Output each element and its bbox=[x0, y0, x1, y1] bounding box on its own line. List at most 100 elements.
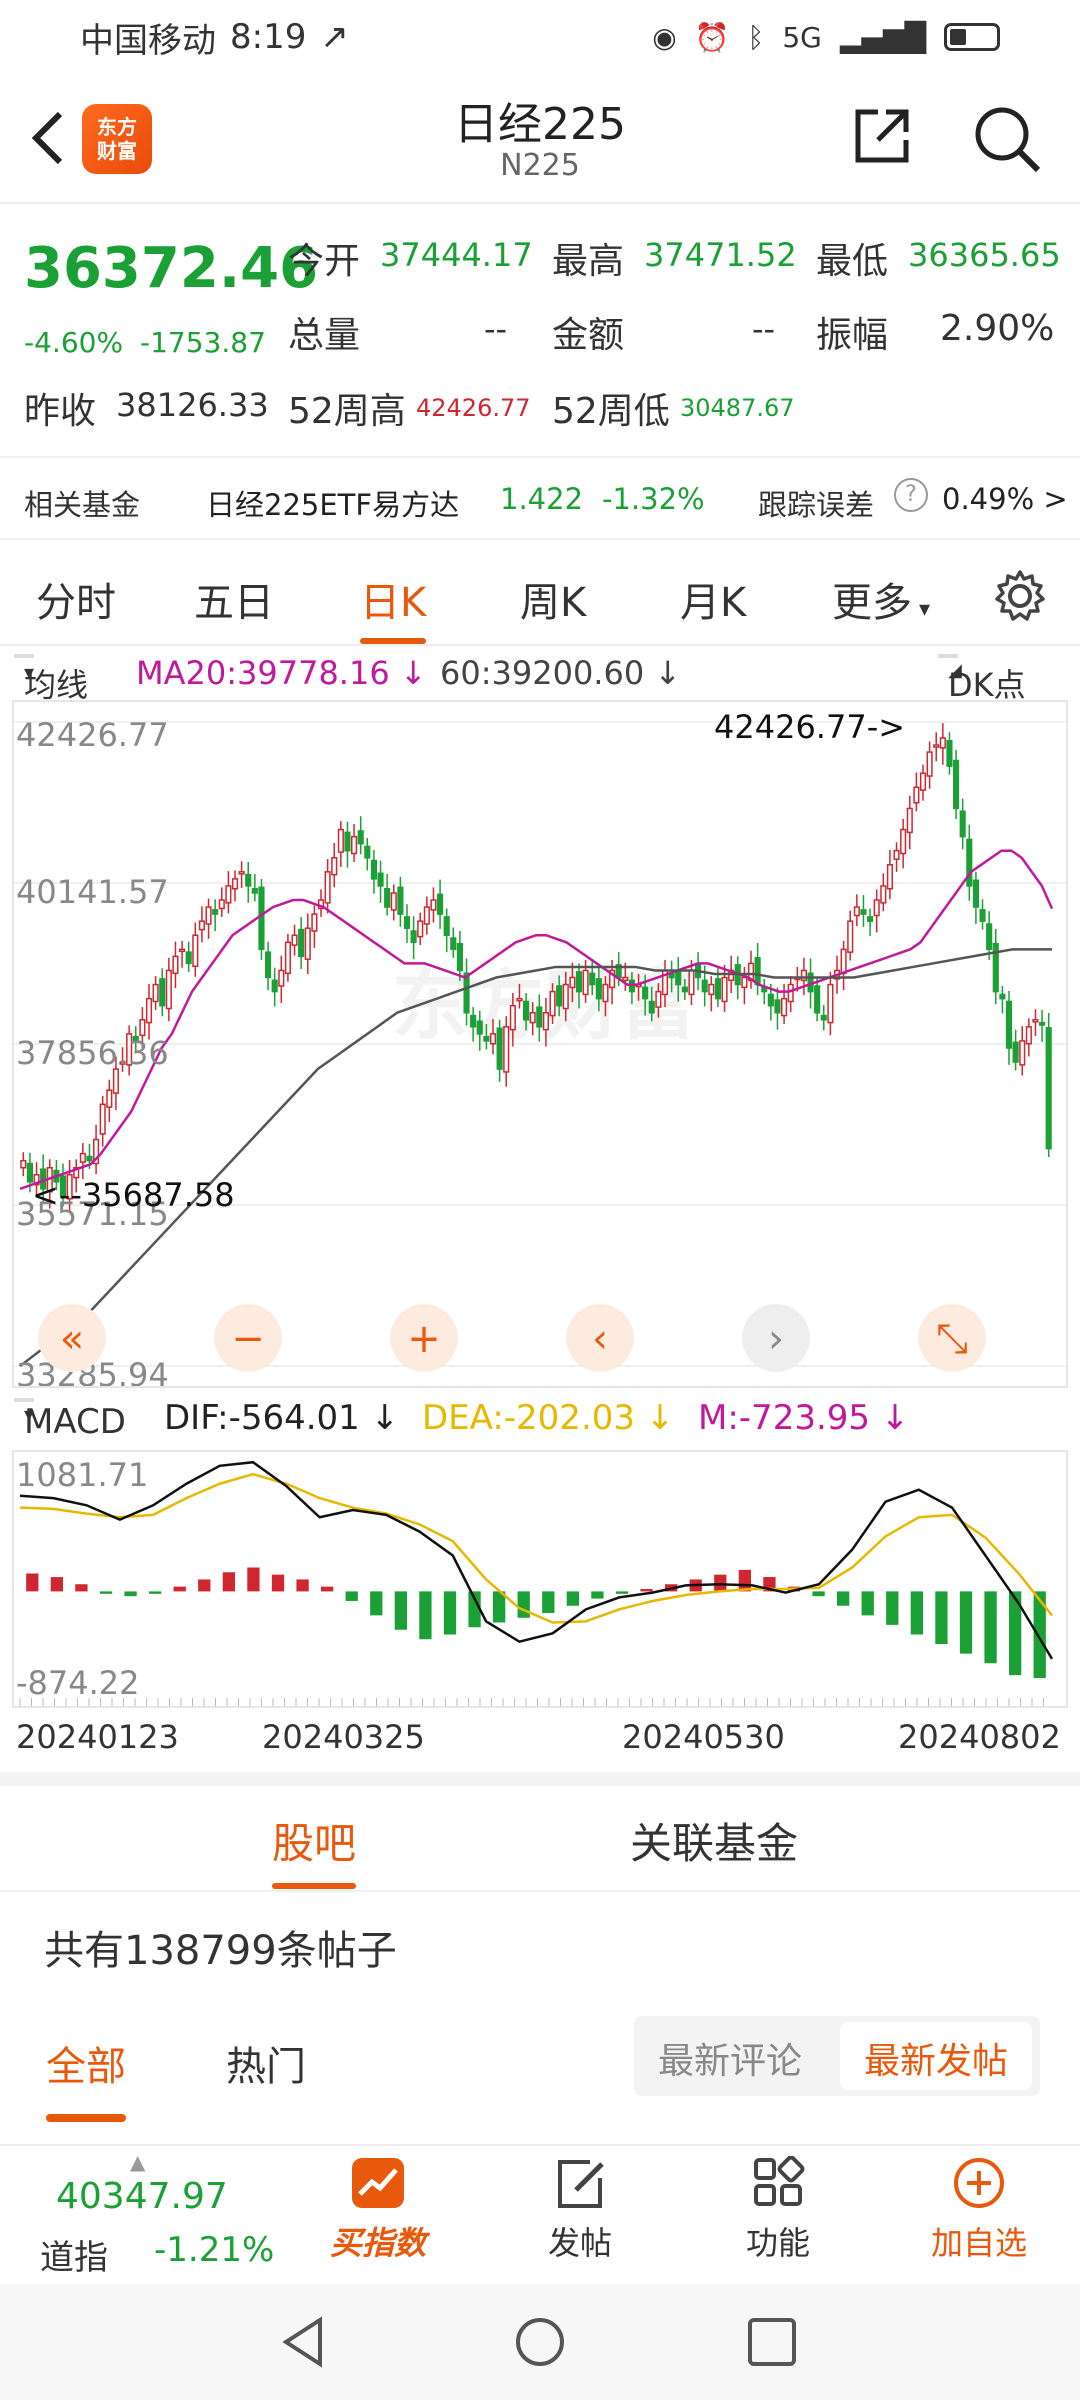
candle-up bbox=[609, 969, 616, 989]
w52-high-value: 42426.77 bbox=[416, 394, 531, 422]
eye-icon: ◉ bbox=[652, 20, 677, 54]
help-icon[interactable]: ? bbox=[894, 478, 928, 512]
indicator-selector[interactable]: 均线 ▾ bbox=[14, 654, 88, 704]
date-label: 20240802 bbox=[898, 1718, 1061, 1756]
candle-up bbox=[165, 969, 172, 1010]
candle-down bbox=[456, 942, 463, 972]
back-button[interactable] bbox=[18, 98, 78, 178]
sort-latest-post[interactable]: 最新发帖 bbox=[840, 2022, 1032, 2090]
candle-up bbox=[847, 920, 854, 953]
zoom-in-button[interactable]: + bbox=[390, 1304, 458, 1372]
candle-up bbox=[688, 969, 695, 996]
chevron-left-button[interactable]: ‹ bbox=[566, 1304, 634, 1372]
tab-daily-k[interactable]: 日K bbox=[360, 570, 427, 644]
tab-more[interactable]: 更多 ▾ bbox=[832, 570, 930, 628]
macd-chart[interactable]: 1081.71 -874.22 bbox=[12, 1450, 1068, 1708]
tab-guba[interactable]: 股吧 bbox=[272, 1810, 357, 1889]
post-button[interactable]: 发帖 bbox=[520, 2156, 640, 2264]
candle-down bbox=[595, 978, 602, 1000]
zoom-out-button[interactable]: − bbox=[214, 1304, 282, 1372]
candle-down bbox=[159, 978, 166, 1007]
candle-up bbox=[880, 885, 887, 904]
candle-up bbox=[390, 892, 397, 911]
nav-back-icon[interactable] bbox=[276, 2314, 332, 2370]
candle-down bbox=[1045, 1027, 1052, 1150]
candlestick-chart[interactable]: 东方财富 42426.77 40141.57 37856.36 35571.15 3328… bbox=[12, 700, 1068, 1394]
functions-label: 功能 bbox=[745, 2224, 810, 2262]
y-tick-label: 37856.36 bbox=[16, 1034, 169, 1072]
search-button[interactable] bbox=[970, 102, 1044, 180]
chart-tabs: 分时 五日 日K 周K 月K 更多 ▾ bbox=[0, 552, 1080, 646]
filter-all[interactable]: 全部 bbox=[46, 2034, 126, 2122]
chart-settings-button[interactable] bbox=[990, 566, 1050, 630]
add-circle-icon bbox=[954, 2158, 1004, 2208]
candle-down bbox=[986, 923, 993, 951]
candle-up bbox=[787, 983, 794, 1003]
high-label: 最高 bbox=[552, 241, 625, 282]
candle-down bbox=[767, 993, 774, 1007]
amplitude-label: 振幅 bbox=[816, 315, 889, 356]
filter-hot[interactable]: 热门 bbox=[226, 2044, 306, 2090]
nav-recents-icon[interactable] bbox=[744, 2314, 800, 2370]
fullscreen-button[interactable]: ⤡ bbox=[918, 1304, 986, 1372]
candle-down bbox=[946, 740, 953, 767]
candle-up bbox=[417, 920, 424, 938]
share-button[interactable] bbox=[850, 104, 914, 172]
ticker-up-icon: ▲ bbox=[130, 2150, 146, 2174]
functions-button[interactable]: 功能 bbox=[718, 2155, 838, 2264]
candle-up bbox=[126, 1033, 133, 1066]
candle-up bbox=[205, 906, 212, 925]
candle-up bbox=[827, 983, 834, 1024]
network-type: 5G bbox=[782, 20, 822, 54]
ticker-name[interactable]: 道指 bbox=[40, 2238, 108, 2278]
candle-down bbox=[814, 985, 821, 1014]
tab-related-funds[interactable]: 关联基金 bbox=[630, 1819, 799, 1868]
candle-up bbox=[926, 751, 933, 777]
dk-point-selector[interactable]: DK点 ◢ bbox=[938, 654, 1026, 704]
max-annotation: 42426.77-> bbox=[714, 708, 905, 746]
candle-up bbox=[1025, 1026, 1032, 1045]
gear-icon bbox=[995, 570, 1045, 621]
candle-down bbox=[403, 916, 411, 929]
macd-selector[interactable]: MACD ▾ bbox=[14, 1398, 126, 1442]
ticker-change[interactable]: -1.21% bbox=[154, 2230, 275, 2270]
tab-intraday[interactable]: 分时 bbox=[36, 580, 116, 626]
buy-index-button[interactable]: 买指数 bbox=[316, 2156, 440, 2264]
system-nav-bar bbox=[0, 2284, 1080, 2400]
candle-up bbox=[913, 786, 920, 804]
candle-down bbox=[860, 909, 867, 915]
date-label: 20240123 bbox=[16, 1718, 179, 1756]
tab-five-day[interactable]: 五日 bbox=[194, 580, 274, 626]
y-tick-label: -874.22 bbox=[16, 1664, 140, 1702]
dea-line bbox=[19, 1472, 1053, 1624]
sort-latest-comment[interactable]: 最新评论 bbox=[658, 2041, 803, 2082]
volume-label: 总量 bbox=[288, 315, 361, 356]
candle-up bbox=[542, 1011, 549, 1031]
candle-down bbox=[681, 986, 688, 993]
candle-down bbox=[1005, 1000, 1013, 1049]
app-logo[interactable]: 东方 财富 bbox=[82, 104, 152, 174]
post-label: 发帖 bbox=[547, 2224, 612, 2262]
rewind-icon bbox=[38, 1304, 106, 1372]
tab-monthly-k[interactable]: 月K bbox=[680, 580, 747, 626]
candlestick-svg: 东方财富42426.7740141.5737856.3635571.153328… bbox=[14, 708, 1066, 1394]
tab-weekly-k[interactable]: 周K bbox=[520, 580, 587, 626]
chevron-right-button[interactable]: › bbox=[742, 1304, 810, 1372]
macd-legend: MACD ▾ DIF:-564.01 ↓ DEA:-202.03 ↓ M:-72… bbox=[0, 1396, 1080, 1442]
candle-up bbox=[324, 871, 331, 904]
candle-up bbox=[900, 828, 907, 855]
post-count: 共有138799条帖子 bbox=[44, 1928, 397, 1974]
candle-up bbox=[311, 913, 318, 932]
ticker-value[interactable]: 40347.97 bbox=[56, 2176, 228, 2217]
related-fund-row[interactable]: 相关基金 日经225ETF易方达 1.422 -1.32% 跟踪误差 ? 0.4… bbox=[0, 456, 1080, 540]
candle-up bbox=[337, 828, 344, 853]
section-tabs: 股吧 关联基金 bbox=[0, 1786, 1080, 1892]
nav-home-icon[interactable] bbox=[512, 2314, 568, 2370]
add-watchlist-button[interactable]: 加自选 bbox=[914, 2156, 1044, 2264]
rewind-button[interactable]: « bbox=[38, 1304, 106, 1372]
macd-selector-label: MACD bbox=[24, 1402, 126, 1442]
candle-up bbox=[278, 969, 285, 987]
edit-icon bbox=[558, 2160, 604, 2208]
fund-change: -1.32% bbox=[602, 482, 705, 516]
date-axis: 20240123 20240325 20240530 20240802 bbox=[0, 1716, 1080, 1766]
